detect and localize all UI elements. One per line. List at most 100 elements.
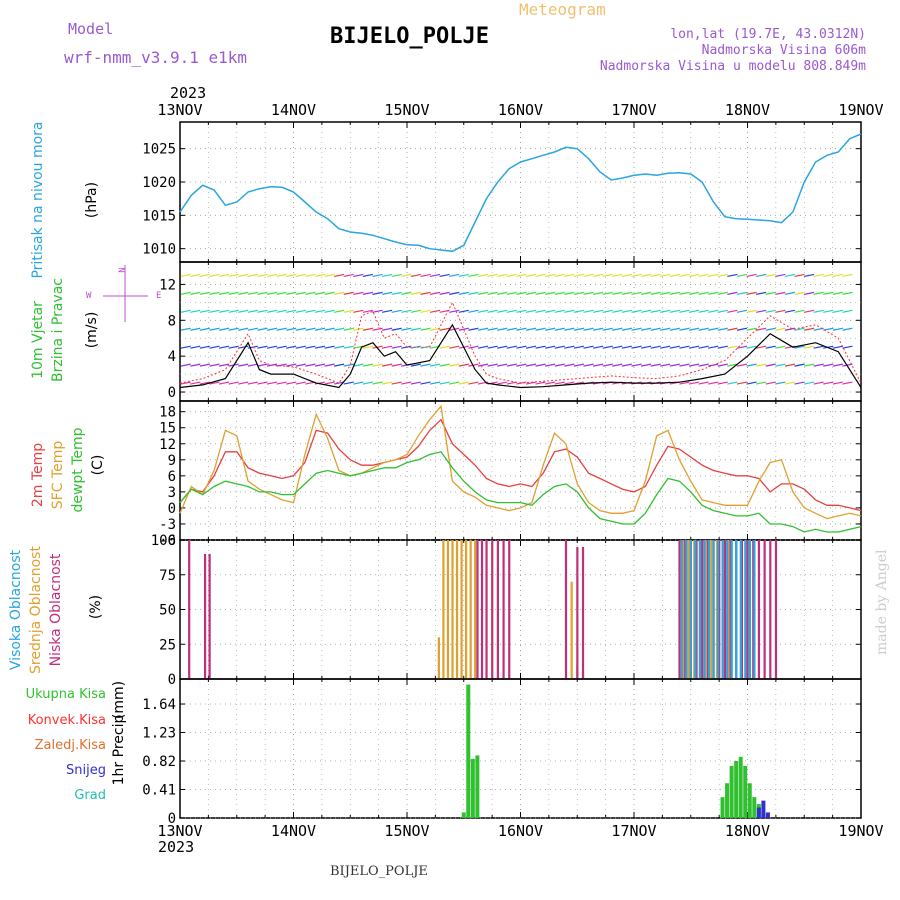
wind-arrow — [650, 291, 661, 295]
wind-arrow — [266, 345, 278, 349]
wind-arrow — [372, 327, 383, 331]
wind-arrow — [343, 309, 354, 313]
cloud-title-high: Visoka Oblacnost — [8, 549, 24, 670]
y-tick-label: 25 — [159, 637, 176, 653]
wind-arrow — [688, 273, 700, 278]
cloud-bar-mid — [469, 540, 472, 679]
wind-arrow — [554, 291, 565, 295]
wind-arrow — [238, 309, 249, 313]
cloud-bar-low — [678, 540, 681, 679]
wind-arrow — [775, 309, 786, 313]
wind-arrow — [381, 381, 393, 385]
wind-arrow — [736, 309, 748, 313]
wind-arrow — [708, 273, 719, 278]
wind-arrow — [573, 309, 585, 313]
wind-arrow — [583, 345, 594, 349]
y-tick-label: 0 — [168, 501, 176, 517]
wind-arrow — [813, 273, 824, 278]
wind-arrow — [477, 273, 489, 278]
wind-arrow — [631, 273, 642, 278]
wind-arrow — [554, 327, 565, 331]
wind-arrow — [535, 309, 546, 313]
wind-arrow — [410, 345, 421, 349]
cloud-bar-low — [508, 540, 511, 679]
cloud-bar-low — [564, 540, 568, 679]
wind-arrow — [429, 363, 441, 367]
wind-arrow — [602, 291, 613, 295]
wind-arrow — [823, 309, 834, 313]
wind-arrow — [823, 363, 834, 367]
wind-arrow — [180, 345, 191, 349]
wind-title: 10m Vjetar — [30, 301, 46, 379]
wind-arrow — [228, 291, 239, 295]
wind-arrow — [401, 327, 412, 331]
wind-arrow — [401, 381, 412, 385]
y-tick-label: -3 — [159, 517, 176, 533]
wind-arrow — [794, 273, 805, 278]
wind-arrow — [823, 291, 834, 295]
wind-unit: (m/s) — [84, 312, 100, 349]
cloud-bar-low — [502, 540, 505, 679]
wind-arrow — [449, 345, 460, 349]
wind-arrow — [698, 309, 709, 313]
wind-arrow — [545, 273, 556, 278]
wind-arrow — [756, 327, 767, 331]
cloud-bar-low — [757, 540, 761, 679]
wind-arrow — [746, 345, 757, 349]
station-title: BIJELO_POLJE — [330, 24, 489, 49]
wind-arrow — [842, 345, 853, 349]
y-tick-label: 3 — [168, 485, 176, 501]
wind-arrow — [334, 309, 345, 313]
wind-arrow — [343, 327, 354, 331]
y-tick-label: 1020 — [142, 175, 176, 191]
cloud-bar-low — [746, 540, 749, 679]
precip-bar-snow — [756, 807, 761, 818]
wind-arrow — [276, 345, 287, 349]
wind-arrow — [420, 309, 431, 313]
cloud-bar-high — [707, 540, 711, 679]
cloud-bar-low — [581, 546, 585, 679]
wind-arrow — [573, 327, 585, 331]
cloud-bar-low — [485, 540, 488, 679]
wind-arrow — [660, 363, 671, 367]
wind-arrow — [391, 273, 402, 278]
wind-arrow — [238, 327, 249, 331]
wind-arrow — [468, 273, 479, 278]
wind-arrow — [592, 327, 604, 331]
wind-arrow — [506, 309, 517, 313]
y-tick-label: 12 — [159, 277, 176, 293]
wind-arrow — [324, 273, 335, 278]
wind-arrow — [487, 363, 498, 367]
y-tick-label: 0.82 — [142, 754, 176, 770]
wind-arrow — [257, 381, 268, 385]
wind-arrow — [324, 345, 335, 349]
wind-arrow — [688, 381, 700, 385]
cloud-bar-mid — [687, 540, 690, 679]
wind-arrow — [708, 345, 719, 349]
wind-arrow — [420, 381, 431, 385]
wind-arrow — [775, 381, 786, 385]
wind-arrow — [612, 309, 623, 313]
wind-arrow — [592, 273, 604, 278]
wind-arrow — [180, 309, 191, 313]
wind-arrow — [525, 291, 537, 295]
precip-bar-total — [734, 761, 739, 818]
wind-arrow — [199, 273, 210, 278]
wind-arrow — [765, 327, 776, 331]
wind-arrow — [756, 273, 767, 278]
wind-arrow — [449, 381, 460, 385]
cloud-title-low: Niska Oblacnost — [48, 553, 64, 666]
wind-arrow — [199, 291, 210, 295]
wind-arrow — [765, 273, 776, 278]
lonlat: lon,lat (19.7E, 43.0312N) — [670, 27, 866, 42]
wind-arrow — [410, 381, 421, 385]
wind-arrow — [381, 345, 393, 349]
cloud-bar-high — [748, 540, 751, 679]
wind-arrow — [209, 327, 220, 331]
wind-arrow — [573, 363, 585, 367]
cloud-unit: (%) — [88, 595, 104, 619]
wind-arrow — [295, 291, 306, 295]
wind-arrow — [286, 273, 297, 278]
wind-arrow — [487, 309, 498, 313]
wind-arrow — [564, 363, 575, 367]
